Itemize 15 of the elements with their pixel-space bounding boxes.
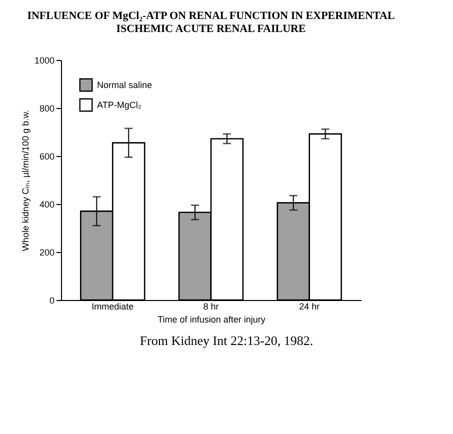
text: From Kidney Int 22:13-20, 1982. — [138, 333, 314, 349]
y-tick-label: 400 — [39, 200, 54, 210]
x-axis-title: Time of infusion after injury — [158, 314, 266, 324]
y-tick-label: 600 — [39, 152, 54, 162]
y-tick-label: 1000 — [34, 56, 54, 66]
x-tick-label: 24 hr — [299, 302, 320, 312]
y-axis-title: Whole kidney Cᵢₙ, µl/min/100 g b.w. — [20, 110, 30, 252]
y-tick-label: 200 — [39, 248, 54, 258]
legend-label: ATP-MgCl₂ — [97, 100, 142, 110]
legend-label: Normal saline — [97, 80, 152, 90]
y-tick-label: 800 — [39, 104, 54, 114]
y-tick-label: 0 — [49, 296, 54, 306]
x-tick-label: 8 hr — [203, 302, 219, 312]
chart-title: INFLUENCE OF MgCl₂-ATP ON RENAL FUNCTION IN EXPERIMENTAL ISCHEMIC ACUTE RENAL FAILURE — [27, 10, 395, 35]
x-tick-label: Immediate — [92, 302, 134, 312]
